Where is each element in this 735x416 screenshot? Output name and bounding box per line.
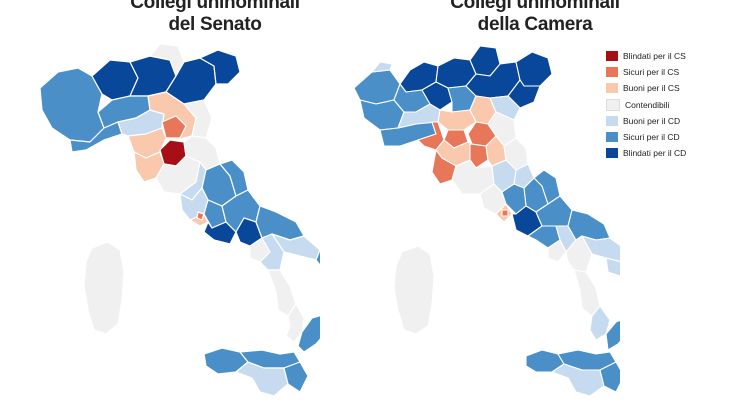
region-puglia-b <box>581 235 620 263</box>
legend-label: Contendibili <box>625 99 670 110</box>
region-puglia-north <box>255 205 305 241</box>
camera-title-line2: della Camera <box>477 14 593 35</box>
legend-label: Blindati per il CS <box>623 51 686 62</box>
region-aosta <box>371 61 393 73</box>
region-roma-center <box>196 211 205 221</box>
legend-swatch <box>606 115 618 126</box>
region-toscana-c <box>469 143 489 169</box>
legend-item: Blindati per il CD <box>606 145 731 161</box>
region-lazio-south <box>203 221 237 245</box>
region-calabria-south <box>285 303 305 343</box>
legend-item: Contendibili <box>606 97 731 113</box>
map-legend: Blindati per il CS Sicuri per il CS Buon… <box>606 48 731 161</box>
legend-swatch <box>606 132 618 143</box>
region-puglia-a <box>567 209 611 241</box>
region-friuli <box>199 49 241 85</box>
legend-label: Buoni per il CD <box>623 115 681 126</box>
camera-map <box>353 45 620 397</box>
region-sicilia-c <box>551 363 605 397</box>
legend-label: Sicuri per il CD <box>623 132 680 143</box>
legend-item: Buoni per il CS <box>606 80 731 96</box>
legend-label: Blindati per il CD <box>623 148 687 159</box>
senate-map-title: Collegi uninominali del Senato <box>110 0 320 36</box>
region-sicilia-south <box>235 361 289 397</box>
region-puglia-south <box>315 249 320 266</box>
legend-label: Buoni per il CS <box>623 83 680 94</box>
region-sardegna <box>393 245 435 335</box>
camera-title-line1: Collegi uninominali <box>450 0 620 13</box>
legend-label: Sicuri per il CS <box>623 67 680 78</box>
legend-swatch <box>606 51 618 62</box>
region-emilia-b <box>437 109 477 131</box>
legend-swatch <box>606 148 618 159</box>
region-calabria-c <box>605 319 620 351</box>
region-calabria-a <box>573 269 601 317</box>
region-puglia-d <box>605 257 620 277</box>
legend-item: Blindati per il CS <box>606 48 731 64</box>
region-calabria-east <box>297 315 320 353</box>
camera-map-title: Collegi uninominali della Camera <box>420 0 650 36</box>
region-friuli <box>515 51 553 87</box>
legend-swatch <box>606 83 618 94</box>
region-ferrara <box>489 95 521 121</box>
senate-title-line2: del Senato <box>168 14 262 35</box>
senate-map <box>39 43 320 397</box>
region-roma-center <box>501 209 509 217</box>
legend-swatch <box>606 67 618 78</box>
region-napoli <box>547 239 567 263</box>
legend-item: Sicuri per il CS <box>606 64 731 80</box>
legend-swatch <box>606 98 620 111</box>
region-sicilia-d <box>599 361 620 393</box>
region-sardegna <box>83 241 125 335</box>
region-calabria-north <box>267 269 297 317</box>
legend-item: Buoni per il CD <box>606 113 731 129</box>
region-toscana-a <box>417 121 445 151</box>
region-sicilia-east <box>283 361 309 393</box>
senate-title-line1: Collegi uninominali <box>130 0 300 13</box>
legend-item: Sicuri per il CD <box>606 129 731 145</box>
region-basilicata <box>565 235 593 273</box>
region-piemonte-a <box>353 69 401 105</box>
